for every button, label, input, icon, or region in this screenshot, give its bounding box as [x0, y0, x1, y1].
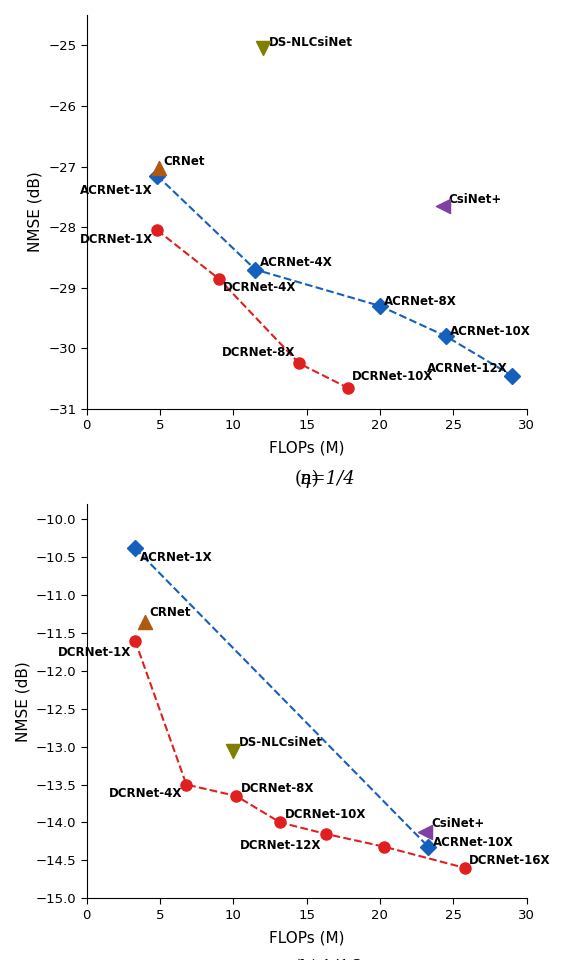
- Text: DCRNet-8X: DCRNet-8X: [241, 781, 314, 795]
- Text: ACRNet-10X: ACRNet-10X: [451, 324, 531, 338]
- Text: CsiNet+: CsiNet+: [431, 817, 484, 829]
- X-axis label: FLOPs (M): FLOPs (M): [269, 930, 344, 945]
- Point: [229, 743, 238, 758]
- Point: [258, 40, 267, 56]
- Point: [421, 825, 430, 840]
- X-axis label: FLOPs (M): FLOPs (M): [269, 441, 344, 456]
- Text: DCRNet-1X: DCRNet-1X: [58, 645, 131, 659]
- Text: DCRNet-1X: DCRNet-1X: [79, 232, 153, 246]
- Text: DCRNet-4X: DCRNet-4X: [109, 787, 182, 801]
- Text: DCRNet-10X: DCRNet-10X: [352, 371, 434, 383]
- Y-axis label: NMSE (dB): NMSE (dB): [15, 660, 30, 742]
- Text: CRNet: CRNet: [150, 606, 191, 619]
- Point: [439, 198, 448, 213]
- Text: ACRNet-1X: ACRNet-1X: [80, 184, 153, 197]
- Text: DCRNet-16X: DCRNet-16X: [469, 853, 551, 867]
- Text: ACRNet-12X: ACRNet-12X: [427, 362, 508, 374]
- Text: CRNet: CRNet: [164, 156, 205, 168]
- Y-axis label: NMSE (dB): NMSE (dB): [28, 172, 42, 252]
- Text: (a): (a): [294, 470, 319, 488]
- Text: DCRNet-12X: DCRNet-12X: [240, 839, 321, 852]
- Text: CsiNet+: CsiNet+: [449, 193, 502, 206]
- Point: [141, 614, 150, 630]
- Text: ACRNet-10X: ACRNet-10X: [432, 836, 513, 849]
- Text: DS-NLCsiNet: DS-NLCsiNet: [239, 736, 323, 750]
- Text: ACRNet-4X: ACRNet-4X: [260, 255, 332, 269]
- Text: DCRNet-10X: DCRNet-10X: [285, 808, 366, 822]
- Text: DS-NLCsiNet: DS-NLCsiNet: [268, 36, 353, 49]
- Point: [155, 160, 164, 176]
- Text: ACRNet-8X: ACRNet-8X: [384, 295, 457, 307]
- Text: DCRNet-8X: DCRNet-8X: [221, 347, 295, 359]
- Text: DCRNet-4X: DCRNet-4X: [223, 281, 297, 294]
- Text: ACRNet-1X: ACRNet-1X: [139, 551, 212, 564]
- Text: η=1/4: η=1/4: [294, 470, 354, 488]
